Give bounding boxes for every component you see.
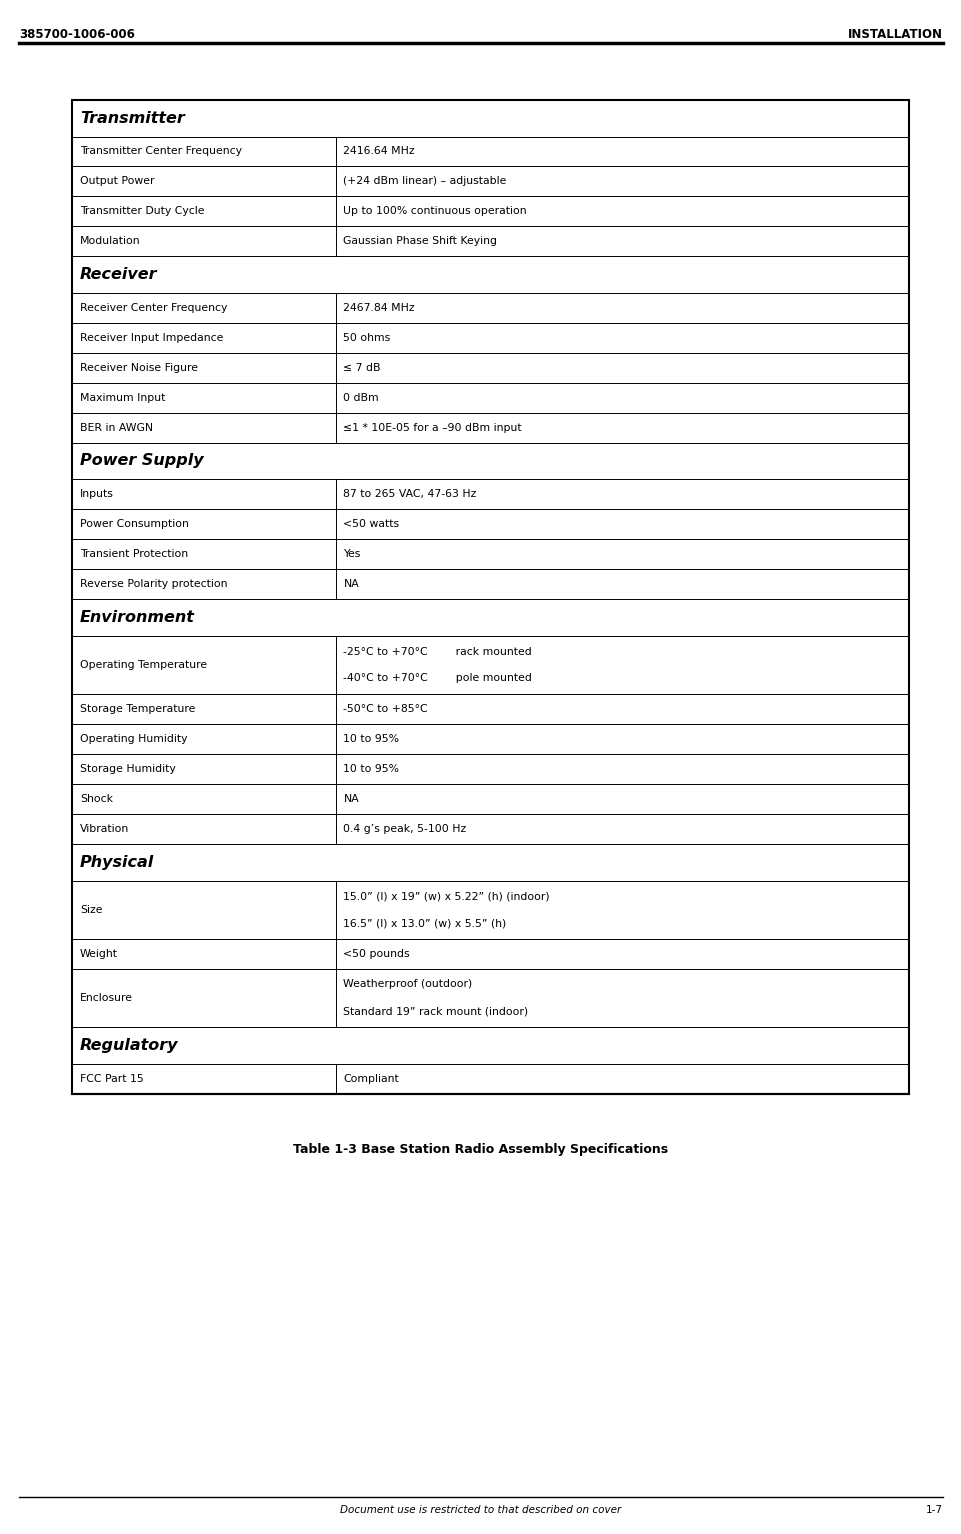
Text: ≤ 7 dB: ≤ 7 dB	[343, 362, 381, 373]
Text: (+24 dBm linear) – adjustable: (+24 dBm linear) – adjustable	[343, 176, 506, 187]
Text: 0.4 g’s peak, 5-100 Hz: 0.4 g’s peak, 5-100 Hz	[343, 824, 466, 834]
Text: Document use is restricted to that described on cover: Document use is restricted to that descr…	[340, 1505, 621, 1516]
Text: Physical: Physical	[80, 854, 154, 870]
Text: -40°C to +70°C        pole mounted: -40°C to +70°C pole mounted	[343, 673, 531, 683]
Text: 50 ohms: 50 ohms	[343, 333, 390, 344]
Text: Yes: Yes	[343, 549, 360, 560]
Bar	[72, 100, 908, 1094]
Text: NA: NA	[343, 793, 358, 804]
Text: Operating Humidity: Operating Humidity	[80, 733, 187, 744]
Text: Storage Humidity: Storage Humidity	[80, 764, 176, 775]
Text: Transmitter Center Frequency: Transmitter Center Frequency	[80, 146, 241, 156]
Text: Modulation: Modulation	[80, 236, 140, 247]
Text: Compliant: Compliant	[343, 1074, 399, 1085]
Text: Output Power: Output Power	[80, 176, 154, 187]
Text: Up to 100% continuous operation: Up to 100% continuous operation	[343, 206, 527, 216]
Text: Maximum Input: Maximum Input	[80, 393, 165, 403]
Text: NA: NA	[343, 578, 358, 589]
Text: Table 1-3 Base Station Radio Assembly Specifications: Table 1-3 Base Station Radio Assembly Sp…	[293, 1143, 668, 1155]
Text: -50°C to +85°C: -50°C to +85°C	[343, 704, 428, 715]
Text: Vibration: Vibration	[80, 824, 129, 834]
Text: Shock: Shock	[80, 793, 112, 804]
Text: 16.5” (l) x 13.0” (w) x 5.5” (h): 16.5” (l) x 13.0” (w) x 5.5” (h)	[343, 917, 506, 928]
Text: INSTALLATION: INSTALLATION	[847, 28, 942, 40]
Text: Environment: Environment	[80, 611, 194, 624]
Text: Operating Temperature: Operating Temperature	[80, 660, 207, 670]
Text: Enclosure: Enclosure	[80, 992, 133, 1003]
Text: <50 watts: <50 watts	[343, 518, 399, 529]
Text: Receiver Noise Figure: Receiver Noise Figure	[80, 362, 198, 373]
Text: Power Consumption: Power Consumption	[80, 518, 188, 529]
Text: 10 to 95%: 10 to 95%	[343, 733, 399, 744]
Text: Receiver: Receiver	[80, 267, 158, 282]
Text: ≤1 * 10E-05 for a –90 dBm input: ≤1 * 10E-05 for a –90 dBm input	[343, 422, 522, 433]
Text: Standard 19” rack mount (indoor): Standard 19” rack mount (indoor)	[343, 1006, 528, 1016]
Text: BER in AWGN: BER in AWGN	[80, 422, 153, 433]
Text: 1-7: 1-7	[924, 1505, 942, 1516]
Text: Weatherproof (outdoor): Weatherproof (outdoor)	[343, 980, 472, 989]
Text: Inputs: Inputs	[80, 489, 113, 500]
Text: FCC Part 15: FCC Part 15	[80, 1074, 143, 1085]
Text: Transient Protection: Transient Protection	[80, 549, 187, 560]
Text: 385700-1006-006: 385700-1006-006	[19, 28, 135, 40]
Text: Gaussian Phase Shift Keying: Gaussian Phase Shift Keying	[343, 236, 497, 247]
Text: Reverse Polarity protection: Reverse Polarity protection	[80, 578, 227, 589]
Text: Power Supply: Power Supply	[80, 454, 204, 468]
Text: Transmitter: Transmitter	[80, 110, 185, 126]
Text: Receiver Input Impedance: Receiver Input Impedance	[80, 333, 223, 344]
Text: 2467.84 MHz: 2467.84 MHz	[343, 302, 415, 313]
Text: Storage Temperature: Storage Temperature	[80, 704, 195, 715]
Text: 2416.64 MHz: 2416.64 MHz	[343, 146, 415, 156]
Text: <50 pounds: <50 pounds	[343, 948, 409, 959]
Text: 0 dBm: 0 dBm	[343, 393, 379, 403]
Text: 10 to 95%: 10 to 95%	[343, 764, 399, 775]
Text: Regulatory: Regulatory	[80, 1039, 178, 1052]
Text: Size: Size	[80, 905, 102, 914]
Text: Receiver Center Frequency: Receiver Center Frequency	[80, 302, 227, 313]
Text: Transmitter Duty Cycle: Transmitter Duty Cycle	[80, 206, 204, 216]
Text: -25°C to +70°C        rack mounted: -25°C to +70°C rack mounted	[343, 647, 531, 657]
Text: 15.0” (l) x 19” (w) x 5.22” (h) (indoor): 15.0” (l) x 19” (w) x 5.22” (h) (indoor)	[343, 891, 550, 902]
Text: Weight: Weight	[80, 948, 118, 959]
Text: 87 to 265 VAC, 47-63 Hz: 87 to 265 VAC, 47-63 Hz	[343, 489, 477, 500]
